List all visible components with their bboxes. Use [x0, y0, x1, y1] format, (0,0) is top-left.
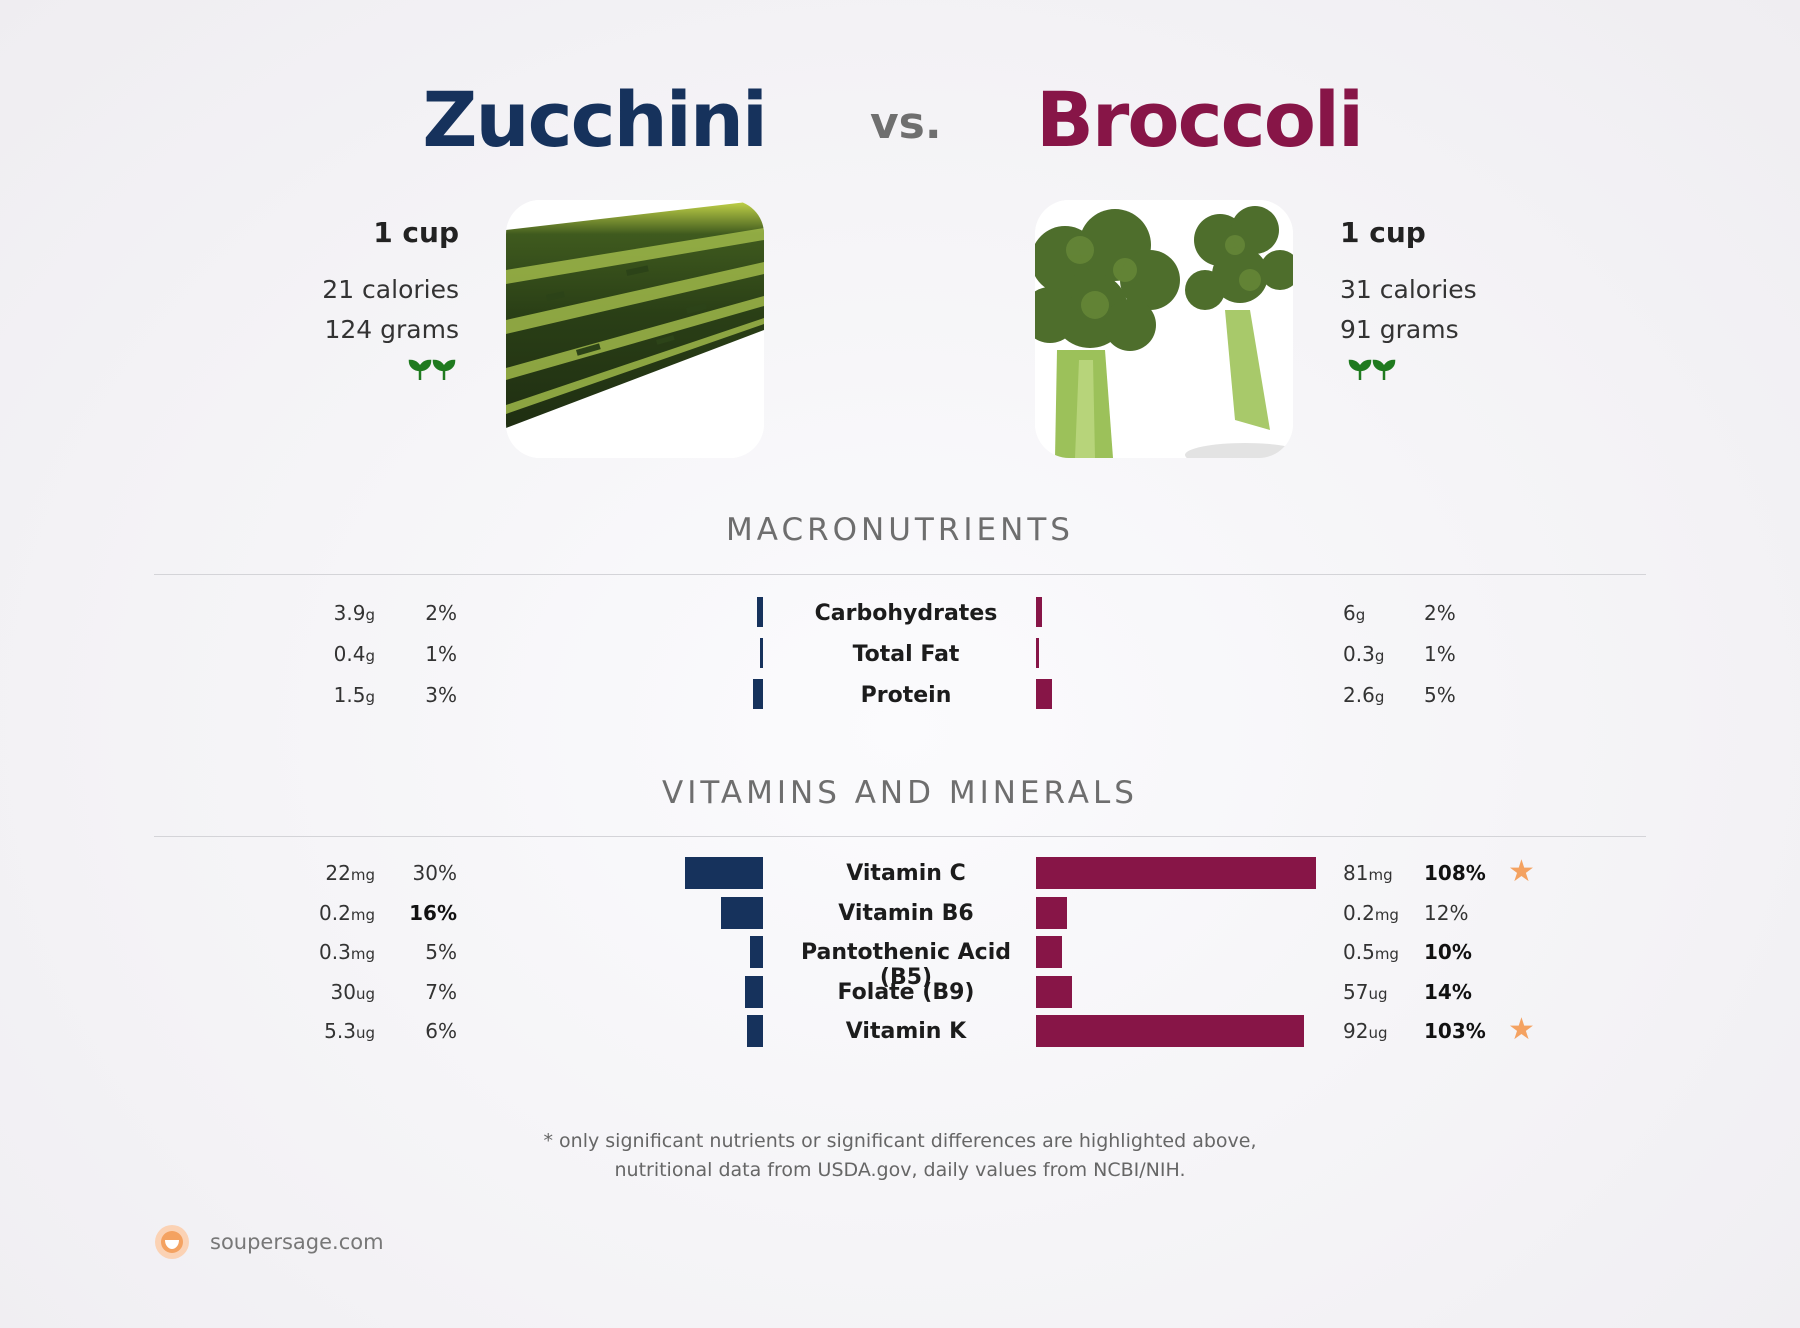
leaf-sprout-icon [408, 356, 458, 388]
zucchini-percent: 7% [425, 979, 457, 1004]
broccoli-bar [1036, 896, 1068, 929]
zucchini-percent: 6% [425, 1019, 457, 1043]
broccoli-bar [1036, 679, 1052, 709]
right-food-title: Broccoli [1036, 75, 1364, 164]
broccoli-bar [1036, 857, 1316, 889]
broccoli-image [1035, 200, 1293, 458]
zucchini-amount: 0.4g [333, 642, 375, 666]
broccoli-amount: 92ug [1343, 1019, 1388, 1043]
footnote-line-1: * only significant nutrients or signific… [543, 1130, 1257, 1152]
broccoli-bar [1036, 597, 1043, 627]
left-food-title: Zucchini [422, 75, 768, 164]
nutrient-label-vitamin-k: Vitamin K [845, 1019, 967, 1044]
zucchini-percent: 16% [409, 900, 457, 925]
right-serving: 1 cup [1340, 216, 1426, 249]
broccoli-percent: 103% [1424, 1019, 1486, 1043]
broccoli-percent: 2% [1424, 601, 1456, 625]
broccoli-percent: 14% [1424, 979, 1472, 1004]
broccoli-percent: 12% [1424, 900, 1469, 925]
zucchini-image [506, 200, 764, 458]
left-calories: 21 calories [322, 275, 459, 304]
left-grams: 124 grams [324, 315, 459, 344]
broccoli-percent: 1% [1424, 642, 1456, 666]
zucchini-percent: 5% [425, 940, 457, 964]
broccoli-percent: 108% [1424, 861, 1486, 885]
zucchini-bar [747, 1015, 763, 1047]
brand-link[interactable]: soupersage.com [210, 1230, 384, 1254]
zucchini-amount: 3.9g [333, 601, 375, 625]
nutrient-label-vitamin-b6: Vitamin B6 [838, 900, 974, 926]
broccoli-amount: 0.2mg [1343, 900, 1399, 925]
footnote-line-2: nutritional data from USDA.gov, daily va… [614, 1159, 1186, 1181]
zucchini-bar [750, 936, 763, 968]
zucchini-percent: 3% [425, 683, 457, 707]
zucchini-amount: 5.3ug [324, 1019, 375, 1043]
broccoli-amount: 2.6g [1343, 683, 1385, 707]
zucchini-bar [756, 597, 763, 627]
nutrient-label-folate-b9: Folate (B9) [837, 979, 975, 1005]
right-grams: 91 grams [1340, 315, 1459, 344]
broccoli-percent: 10% [1424, 940, 1472, 964]
broccoli-bar [1036, 638, 1040, 668]
zucchini-percent: 1% [425, 642, 457, 666]
nutrient-label-carbohydrates: Carbohydrates [814, 601, 998, 626]
star-icon: ★ [1508, 1012, 1535, 1047]
nutrient-label-total-fat: Total Fat [852, 642, 960, 667]
star-icon: ★ [1508, 854, 1535, 889]
zucchini-percent: 30% [412, 861, 457, 885]
zucchini-amount: 0.3mg [319, 940, 375, 964]
zucchini-percent: 2% [425, 601, 457, 625]
zucchini-bar [685, 857, 763, 889]
nutrient-label-vitamin-c: Vitamin C [846, 861, 966, 886]
zucchini-bar [721, 896, 763, 929]
broccoli-amount: 6g [1343, 601, 1366, 625]
vitamins-heading: VITAMINS AND MINERALS [662, 775, 1138, 811]
leaf-sprout-icon [1348, 356, 1398, 388]
zucchini-amount: 0.2mg [319, 900, 375, 925]
macros-divider [154, 574, 1646, 575]
macronutrients-heading: MACRONUTRIENTS [726, 512, 1074, 548]
nutrient-label-protein: Protein [860, 683, 952, 708]
broccoli-amount: 0.5mg [1343, 940, 1399, 964]
left-serving: 1 cup [373, 216, 459, 249]
broccoli-percent: 5% [1424, 683, 1456, 707]
zucchini-bar [744, 975, 763, 1008]
right-calories: 31 calories [1340, 275, 1477, 304]
broccoli-bar [1036, 1015, 1304, 1047]
broccoli-amount: 81mg [1343, 861, 1393, 885]
soupersage-logo-icon [154, 1224, 190, 1260]
zucchini-bar [753, 679, 763, 709]
broccoli-amount: 0.3g [1343, 642, 1385, 666]
broccoli-bar [1036, 975, 1073, 1008]
zucchini-amount: 1.5g [333, 683, 375, 707]
zucchini-amount: 30ug [330, 979, 375, 1004]
nutrient-label-pantothenic-acid-b5: Pantothenic Acid (B5) [800, 940, 1012, 990]
vitamins-divider [154, 836, 1646, 837]
vs-label: vs. [870, 98, 942, 149]
broccoli-amount: 57ug [1343, 979, 1388, 1004]
zucchini-amount: 22mg [325, 861, 375, 885]
zucchini-bar [759, 638, 763, 668]
broccoli-bar [1036, 936, 1062, 968]
